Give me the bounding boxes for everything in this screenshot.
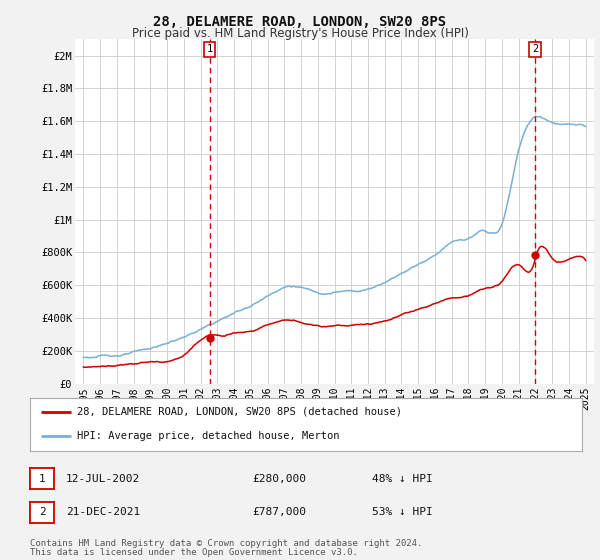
Text: £280,000: £280,000 xyxy=(252,474,306,484)
Text: 21-DEC-2021: 21-DEC-2021 xyxy=(66,507,140,517)
Text: HPI: Average price, detached house, Merton: HPI: Average price, detached house, Mert… xyxy=(77,431,340,441)
Text: 2: 2 xyxy=(38,507,46,517)
Text: 48% ↓ HPI: 48% ↓ HPI xyxy=(372,474,433,484)
Text: 53% ↓ HPI: 53% ↓ HPI xyxy=(372,507,433,517)
Text: 2: 2 xyxy=(532,44,538,54)
Text: £787,000: £787,000 xyxy=(252,507,306,517)
Text: 1: 1 xyxy=(206,44,213,54)
Text: Price paid vs. HM Land Registry's House Price Index (HPI): Price paid vs. HM Land Registry's House … xyxy=(131,27,469,40)
Text: 28, DELAMERE ROAD, LONDON, SW20 8PS: 28, DELAMERE ROAD, LONDON, SW20 8PS xyxy=(154,15,446,29)
Text: 28, DELAMERE ROAD, LONDON, SW20 8PS (detached house): 28, DELAMERE ROAD, LONDON, SW20 8PS (det… xyxy=(77,407,402,417)
Text: This data is licensed under the Open Government Licence v3.0.: This data is licensed under the Open Gov… xyxy=(30,548,358,557)
Text: Contains HM Land Registry data © Crown copyright and database right 2024.: Contains HM Land Registry data © Crown c… xyxy=(30,539,422,548)
Text: 1: 1 xyxy=(38,474,46,484)
Text: 12-JUL-2002: 12-JUL-2002 xyxy=(66,474,140,484)
